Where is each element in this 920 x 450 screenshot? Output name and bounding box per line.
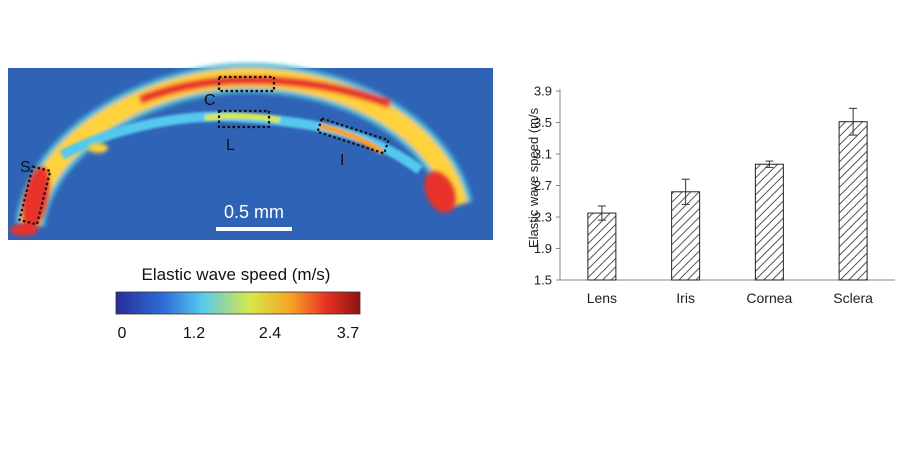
elastography-image [8,68,493,240]
roi-iris-box [316,117,390,155]
y-tick-label: 3.1 [534,147,552,162]
error-bar-sclera [849,107,858,136]
colorbar-tick-3: 3.7 [337,325,359,342]
bar-cornea [754,163,784,281]
elastography-figure: C L I S 0.5 mm Elastic wave speed (m/s) … [8,62,493,342]
colorbar-tick-1: 1.2 [183,325,205,342]
region-label-cornea: C [204,92,216,109]
y-tick-label: 3.9 [534,84,552,99]
y-tick-label: 2.3 [534,210,552,225]
colorbar-tick-0: 0 [118,325,127,342]
bars [587,107,868,281]
error-bar-cornea [765,160,774,168]
elastography-panel: C L I S 0.5 mm Elastic wave speed (m/s) … [0,0,500,360]
y-axis: 1.5 1.9 2.3 2.7 3.1 3.5 3.9 [534,84,561,288]
inner-arc [59,111,424,174]
colorbar [115,291,361,315]
bar-iris [671,191,701,281]
y-tick-label: 1.9 [534,241,552,256]
y-tick-label: 3.5 [534,115,552,130]
x-tick-label: Cornea [746,290,792,306]
roi-sclera-box [18,165,52,226]
scale-bar-label: 0.5 mm [224,202,284,222]
x-axis: Lens Iris Cornea Sclera [560,279,895,306]
bar-chart: Elastic wave speed (m/s 1.5 1.9 2.3 2.7 3.1 3… [526,84,895,306]
colorbar-title: Elastic wave speed (m/s) [142,265,331,284]
x-tick-label: Lens [587,290,617,306]
y-tick-label: 2.7 [534,178,552,193]
region-label-lens: L [226,137,235,154]
region-label-sclera: S [20,159,31,176]
colorbar-tick-2: 2.4 [259,325,281,342]
x-tick-label: Sclera [833,290,873,306]
sclera-hotspots [10,143,456,236]
roi-cornea-box [217,75,276,93]
y-axis-title: Elastic wave speed (m/s [526,107,541,248]
x-tick-label: Iris [676,290,695,306]
bar-chart-panel: Elastic wave speed (m/s 1.5 1.9 2.3 2.7 3.1 3… [500,0,920,360]
error-bar-iris [681,178,690,205]
bar-sclera [838,121,868,281]
region-label-iris: I [340,152,344,169]
y-tick-label: 1.5 [534,273,552,288]
scale-bar [216,227,292,231]
bar-lens [587,212,617,281]
error-bar-lens [597,205,606,221]
roi-lens-box [217,109,271,129]
roi-boxes [18,75,390,226]
